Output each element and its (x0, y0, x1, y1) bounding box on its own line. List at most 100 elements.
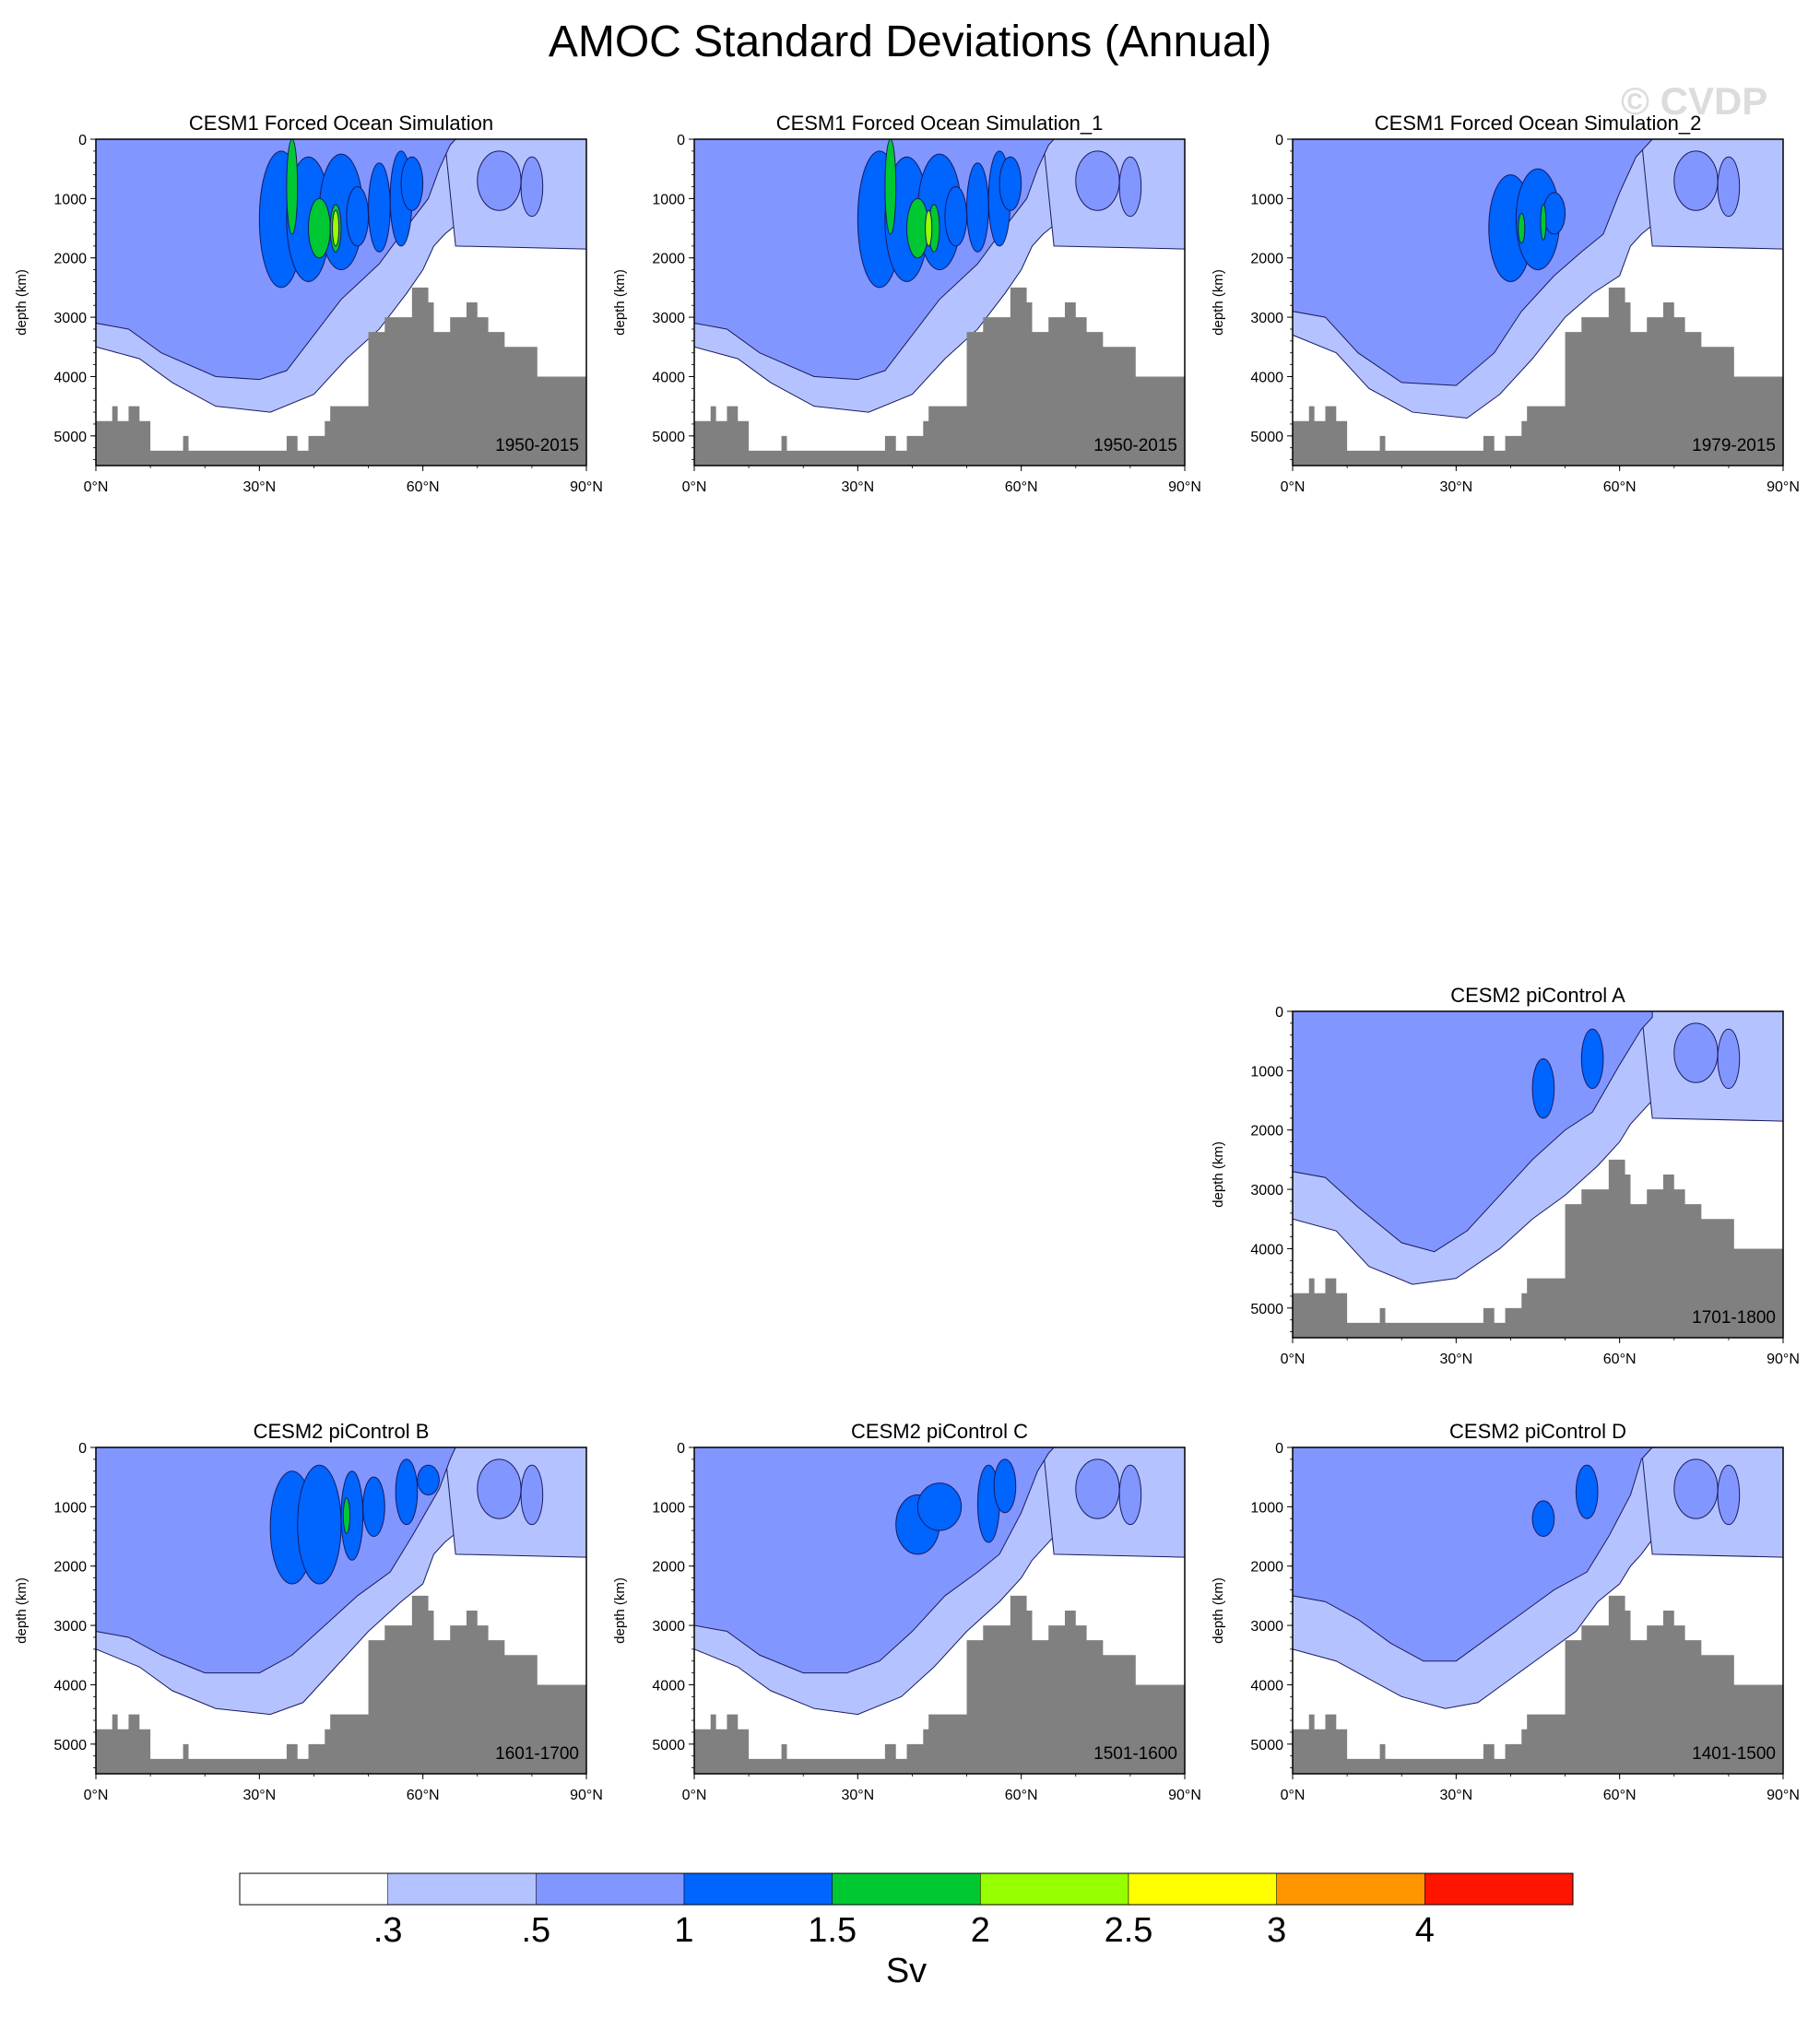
x-tick-label: 30°N (841, 1788, 874, 1803)
x-tick-label: 0°N (84, 1788, 109, 1803)
panel-title: CESM2 piControl C (851, 1420, 1028, 1443)
period-label: 1950-2015 (495, 436, 579, 455)
contour-1-sv (1580, 1028, 1604, 1090)
y-tick-label: 5000 (1250, 1738, 1283, 1753)
x-tick-label: 0°N (84, 479, 109, 495)
ocean-floor (1293, 287, 1783, 466)
y-tick-label: 2000 (1250, 252, 1283, 267)
y-axis-label: depth (km) (14, 1577, 30, 1644)
y-tick-label: 1000 (1250, 1500, 1283, 1516)
y-tick-label: 5000 (1250, 1302, 1283, 1317)
x-tick-label: 60°N (1603, 1788, 1637, 1803)
contour-nordic-0.5-sv (1673, 1022, 1719, 1083)
x-tick-label: 90°N (1767, 1788, 1800, 1803)
y-tick-label: 4000 (652, 1678, 685, 1694)
contour-1.5-sv (308, 197, 331, 259)
period-label: 1701-1800 (1692, 1308, 1776, 1328)
y-tick-label: 3000 (1250, 1619, 1283, 1635)
y-tick-label: 0 (78, 133, 87, 148)
colorbar: .3 .5 1 1.5 2 2.5 3 4 Sv (239, 1872, 1574, 1990)
ocean-floor (1293, 1159, 1783, 1338)
figure-title: AMOC Standard Deviations (Annual) (548, 18, 1272, 66)
contour-1.5-sv (286, 138, 299, 235)
panel-title: CESM2 piControl A (1450, 984, 1625, 1007)
y-tick-label: 4000 (53, 370, 87, 385)
y-axis-label: depth (km) (14, 269, 30, 336)
y-tick-label: 1000 (652, 192, 685, 207)
colorbar-label: 1.5 (808, 1911, 857, 1950)
ocean-floor (1293, 1595, 1783, 1774)
contour-1-sv (417, 1464, 440, 1495)
colorbar-swatch (683, 1872, 833, 1906)
colorbar-swatch (239, 1872, 388, 1906)
panel-title: CESM2 piControl D (1449, 1420, 1626, 1443)
contour-1-sv (297, 1464, 342, 1585)
contour-1-sv (999, 156, 1022, 211)
x-tick-label: 60°N (407, 479, 440, 495)
y-tick-label: 2000 (53, 252, 87, 267)
contour-nordic-0.5-sv (1717, 1464, 1741, 1526)
colorbar-label: 2.5 (1105, 1911, 1153, 1950)
contour-1-sv (395, 1458, 419, 1526)
contour-nordic-0.5-sv (1673, 1458, 1719, 1519)
contour-nordic-0.5-sv (520, 156, 544, 218)
amoc-panel: CESM2 piControl A 1701-1800 0 1000 2000 3000 4… (1211, 984, 1800, 1367)
contour-0.5-sv (693, 1446, 1056, 1674)
amoc-panel: CESM2 piControl D 1401-1500 0 1000 2000 3000 4… (1211, 1420, 1800, 1803)
y-axis-label: depth (km) (1211, 1141, 1226, 1208)
contour-nordic-0.5-sv (1717, 156, 1741, 218)
amoc-panel: CESM1 Forced Ocean Simulation 1950-2015 0 1… (14, 112, 603, 495)
y-axis-label: depth (km) (612, 269, 628, 336)
plot-frame (95, 1446, 587, 1775)
colorbar-unit: Sv (886, 1952, 927, 1990)
amoc-panel: CESM2 piControl C 1501-1600 0 1000 2000 3000 4… (612, 1420, 1201, 1803)
x-tick-label: 0°N (1281, 1352, 1306, 1367)
watermark: © CVDP (1621, 79, 1768, 123)
x-tick-label: 60°N (407, 1788, 440, 1803)
period-label: 1501-1600 (1093, 1744, 1177, 1764)
y-tick-label: 2000 (53, 1560, 87, 1576)
contour-2-sv (332, 209, 340, 247)
y-tick-label: 0 (677, 133, 685, 148)
y-tick-label: 2000 (1250, 1124, 1283, 1139)
y-tick-label: 3000 (1250, 311, 1283, 326)
colorbar-label: 3 (1267, 1911, 1286, 1950)
x-tick-label: 30°N (1439, 1352, 1472, 1367)
y-tick-label: 3000 (652, 311, 685, 326)
contour-nordic-0.5-sv (1717, 1028, 1741, 1090)
colorbar-swatch (1276, 1872, 1425, 1906)
contour-nordic-0.5-sv (520, 1464, 544, 1526)
colorbar-label: 4 (1415, 1911, 1435, 1950)
ocean-floor (694, 287, 1185, 466)
panel-title: CESM2 piControl B (254, 1420, 430, 1443)
x-tick-label: 30°N (841, 479, 874, 495)
y-tick-label: 4000 (652, 370, 685, 385)
plot-frame (693, 138, 1186, 466)
colorbar-label: .5 (521, 1911, 550, 1950)
y-tick-label: 4000 (53, 1678, 87, 1694)
y-tick-label: 1000 (652, 1500, 685, 1516)
x-tick-label: 60°N (1603, 1352, 1637, 1367)
contour-nordic-0.5-sv (1075, 150, 1120, 211)
x-tick-label: 90°N (570, 479, 603, 495)
y-tick-label: 5000 (53, 430, 87, 445)
y-tick-label: 2000 (652, 1560, 685, 1576)
period-label: 1979-2015 (1692, 436, 1776, 455)
x-tick-label: 90°N (1168, 479, 1201, 495)
contour-1.5-sv (342, 1497, 350, 1534)
x-tick-label: 0°N (1281, 1788, 1306, 1803)
contour-nordic-0.5-sv (477, 1458, 522, 1519)
contour-nordic-0.5-sv (1673, 150, 1719, 211)
y-tick-label: 0 (677, 1441, 685, 1457)
panel-title: CESM1 Forced Ocean Simulation_1 (776, 112, 1104, 135)
y-tick-label: 5000 (1250, 430, 1283, 445)
y-tick-label: 3000 (652, 1619, 685, 1635)
y-tick-label: 0 (1275, 1005, 1283, 1021)
period-label: 1401-1500 (1692, 1744, 1776, 1764)
colorbar-frame (239, 1872, 1574, 1906)
y-axis-label: depth (km) (1211, 269, 1226, 336)
y-tick-label: 0 (1275, 133, 1283, 148)
y-tick-label: 1000 (53, 192, 87, 207)
y-axis-label: depth (km) (1211, 1577, 1226, 1644)
contour-1-sv (346, 185, 370, 247)
